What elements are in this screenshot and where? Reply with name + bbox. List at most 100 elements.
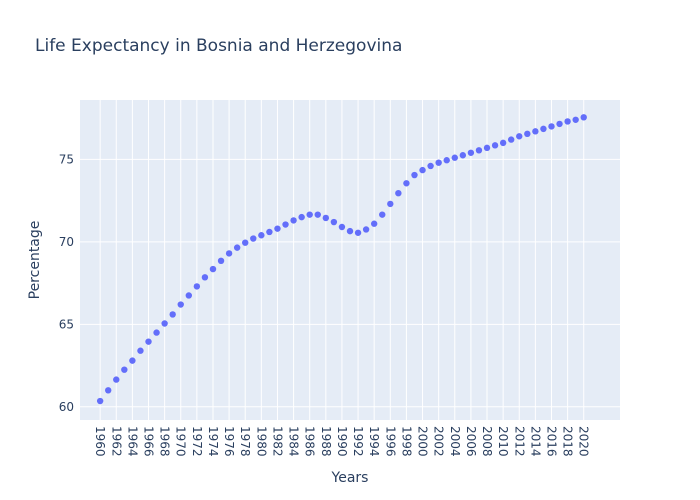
x-tick-label: 2012 bbox=[512, 426, 526, 457]
data-point bbox=[395, 189, 402, 197]
x-tick-label: 2000 bbox=[416, 426, 430, 457]
data-point bbox=[467, 149, 475, 156]
data-point bbox=[274, 225, 281, 232]
data-point bbox=[524, 130, 531, 138]
data-point bbox=[129, 357, 136, 364]
data-point bbox=[580, 114, 587, 121]
x-tick-label: 1968 bbox=[158, 426, 172, 457]
x-tick-label: 1974 bbox=[206, 426, 220, 457]
data-point bbox=[121, 366, 128, 373]
data-point bbox=[548, 123, 555, 130]
x-tick-label: 1972 bbox=[190, 426, 204, 457]
data-point bbox=[96, 397, 104, 405]
data-point bbox=[451, 154, 458, 161]
data-point bbox=[185, 292, 193, 299]
x-tick-label: 2010 bbox=[496, 426, 510, 457]
data-point bbox=[290, 217, 297, 224]
x-tick-label: 1990 bbox=[335, 426, 349, 457]
data-point bbox=[145, 338, 152, 345]
data-point bbox=[201, 274, 209, 281]
data-point bbox=[225, 250, 233, 257]
x-tick-label: 2002 bbox=[432, 426, 446, 457]
x-tick-label: 1988 bbox=[319, 426, 333, 457]
data-point bbox=[403, 180, 410, 187]
data-point bbox=[564, 118, 571, 125]
data-point bbox=[330, 218, 338, 226]
data-point bbox=[354, 229, 362, 236]
data-point bbox=[233, 244, 241, 251]
data-point bbox=[169, 311, 176, 318]
x-tick-labels: 1960 1962 1964 1966 1968 1970 1972 1974 1976 1978… bbox=[93, 426, 591, 457]
data-point bbox=[250, 235, 257, 242]
data-point bbox=[322, 214, 330, 222]
x-tick-label: 1970 bbox=[174, 426, 188, 457]
data-point bbox=[258, 232, 265, 239]
data-point bbox=[242, 239, 249, 246]
x-tick-label: 1976 bbox=[222, 426, 236, 457]
data-point bbox=[338, 223, 346, 231]
data-point bbox=[411, 171, 418, 179]
data-point bbox=[556, 120, 563, 128]
data-point bbox=[387, 200, 394, 208]
data-point bbox=[306, 211, 313, 218]
x-gridlines bbox=[99, 100, 585, 420]
data-point bbox=[532, 128, 539, 135]
data-point bbox=[499, 139, 507, 147]
x-tick-label: 2018 bbox=[561, 426, 575, 457]
x-tick-label: 1992 bbox=[351, 426, 365, 457]
x-tick-label: 1978 bbox=[238, 426, 252, 457]
data-point bbox=[177, 301, 184, 308]
data-point bbox=[217, 257, 225, 265]
y-tick-label: 70 bbox=[59, 235, 74, 249]
x-tick-label: 2004 bbox=[448, 426, 462, 457]
data-point bbox=[113, 376, 120, 383]
x-tick-label: 1962 bbox=[109, 426, 123, 457]
data-point bbox=[443, 157, 450, 164]
data-point bbox=[435, 159, 442, 166]
data-point bbox=[282, 221, 289, 228]
x-tick-label: 2008 bbox=[480, 426, 494, 457]
data-point bbox=[161, 320, 168, 327]
y-tick-label: 75 bbox=[59, 152, 74, 166]
data-point bbox=[516, 133, 523, 140]
data-points bbox=[96, 114, 587, 405]
x-tick-label: 2006 bbox=[464, 426, 478, 457]
data-point bbox=[459, 152, 467, 159]
data-point bbox=[379, 211, 386, 218]
x-tick-label: 1980 bbox=[254, 426, 268, 457]
x-tick-label: 2014 bbox=[528, 426, 542, 457]
y-gridlines bbox=[80, 158, 620, 408]
data-point bbox=[427, 162, 434, 170]
x-tick-label: 1960 bbox=[93, 426, 107, 457]
data-point bbox=[193, 283, 201, 290]
data-point bbox=[507, 136, 515, 143]
y-tick-label: 60 bbox=[59, 400, 74, 414]
chart-title: Life Expectancy in Bosnia and Herzegovin… bbox=[35, 36, 402, 56]
x-tick-label: 1982 bbox=[270, 426, 284, 457]
y-tick-labels: 60 65 70 75 bbox=[59, 152, 74, 413]
x-tick-label: 1966 bbox=[142, 426, 156, 457]
data-point bbox=[540, 125, 547, 133]
data-point bbox=[105, 387, 112, 394]
y-tick-label: 65 bbox=[59, 317, 74, 331]
x-tick-label: 1964 bbox=[125, 426, 139, 457]
data-point bbox=[419, 166, 426, 174]
x-tick-label: 1996 bbox=[383, 426, 397, 457]
data-point bbox=[475, 147, 483, 154]
data-point bbox=[572, 116, 579, 123]
data-point bbox=[346, 227, 354, 235]
data-point bbox=[491, 142, 499, 149]
data-point bbox=[362, 226, 370, 233]
data-point bbox=[209, 265, 217, 273]
x-tick-label: 1998 bbox=[399, 426, 413, 457]
x-tick-label: 1986 bbox=[303, 426, 317, 457]
plot-area bbox=[80, 100, 620, 420]
x-tick-label: 2020 bbox=[577, 426, 591, 457]
data-point bbox=[483, 144, 491, 152]
x-tick-label: 1994 bbox=[367, 426, 381, 457]
y-axis-title: Percentage bbox=[27, 221, 43, 300]
data-point bbox=[370, 220, 378, 227]
x-tick-label: 2016 bbox=[544, 426, 558, 457]
data-point bbox=[298, 213, 305, 221]
